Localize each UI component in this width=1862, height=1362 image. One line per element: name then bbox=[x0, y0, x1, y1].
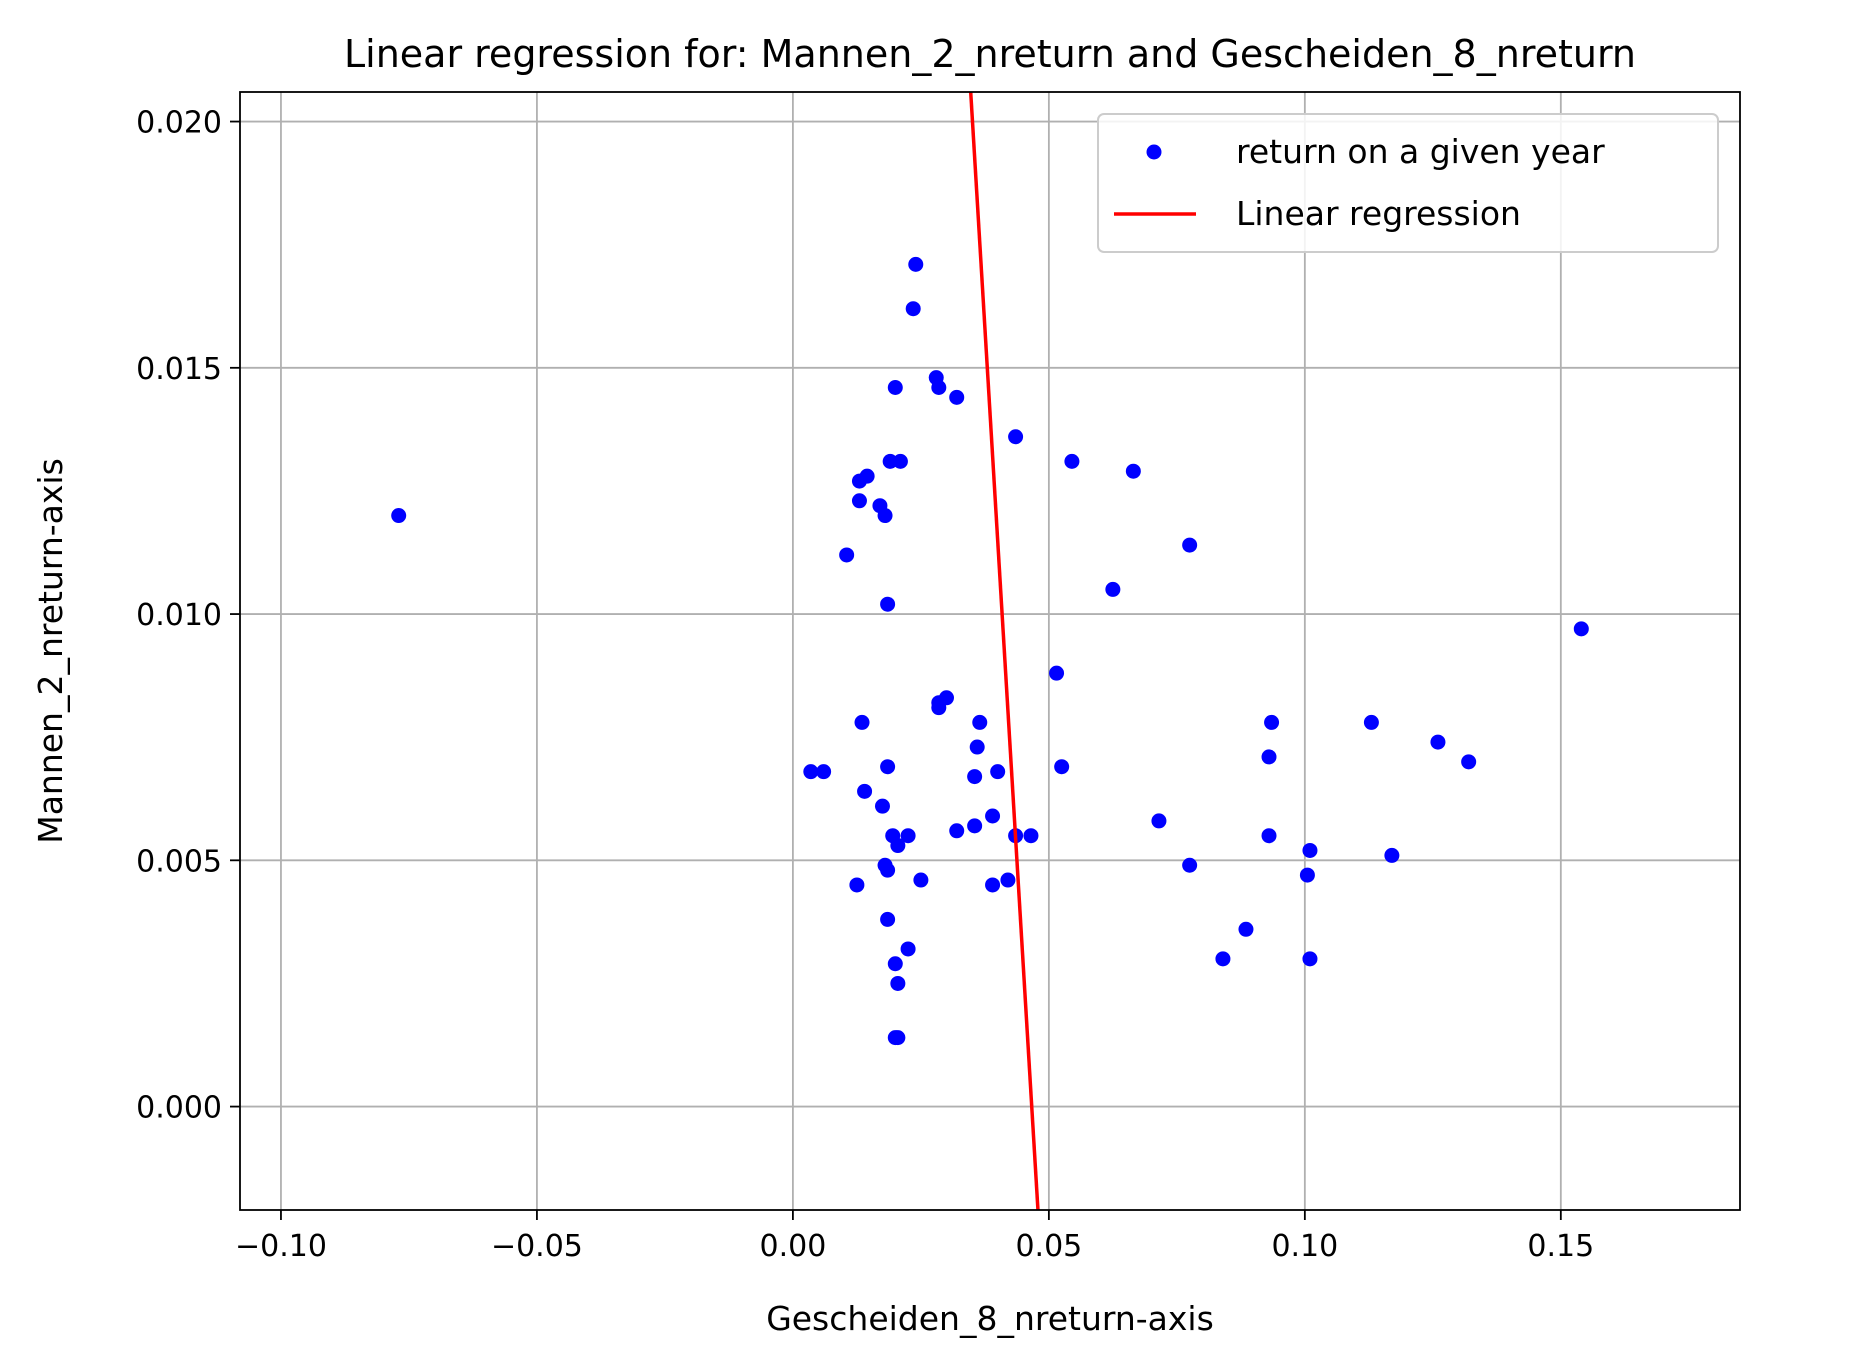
scatter-point bbox=[880, 911, 896, 927]
scatter-point bbox=[887, 956, 903, 972]
scatter-point bbox=[1261, 828, 1277, 844]
scatter-point bbox=[1151, 813, 1167, 829]
scatter-point bbox=[1363, 714, 1379, 730]
scatter-point bbox=[1000, 872, 1016, 888]
scatter-point bbox=[900, 828, 916, 844]
scatter-point bbox=[880, 759, 896, 775]
scatter-point bbox=[1023, 828, 1039, 844]
scatter-point bbox=[1182, 537, 1198, 553]
regression-line bbox=[968, 92, 1040, 1210]
x-tick-label: 0.05 bbox=[1015, 1229, 1082, 1264]
legend-marker-scatter bbox=[1146, 144, 1162, 160]
scatter-point bbox=[1430, 734, 1446, 750]
scatter-point bbox=[905, 301, 921, 317]
scatter-point bbox=[1105, 581, 1121, 597]
scatter-point bbox=[969, 739, 985, 755]
scatter-point bbox=[880, 862, 896, 878]
scatter-point bbox=[391, 508, 407, 524]
grid bbox=[240, 92, 1740, 1210]
scatter-point bbox=[1049, 665, 1065, 681]
x-tick-label: 0.00 bbox=[760, 1229, 827, 1264]
legend-label-scatter: return on a given year bbox=[1236, 132, 1605, 171]
scatter-point bbox=[890, 1030, 906, 1046]
scatter-point bbox=[1008, 429, 1024, 445]
scatter-point bbox=[985, 808, 1001, 824]
scatter-point bbox=[1299, 867, 1315, 883]
x-tick-label: −0.05 bbox=[491, 1229, 583, 1264]
scatter-point bbox=[816, 764, 832, 780]
scatter-point bbox=[967, 769, 983, 785]
scatter-point bbox=[990, 764, 1006, 780]
scatter-point bbox=[857, 783, 873, 799]
scatter-point bbox=[880, 596, 896, 612]
scatter-point bbox=[967, 818, 983, 834]
x-tick-label: −0.10 bbox=[235, 1229, 327, 1264]
x-axis-label: Gescheiden_8_nreturn-axis bbox=[766, 1299, 1214, 1338]
x-tick-label: 0.15 bbox=[1527, 1229, 1594, 1264]
ticks: −0.10 −0.05 0.00 0.05 0.10 0.15 0.000 0.005 0.01… bbox=[136, 106, 1594, 1264]
scatter-point bbox=[908, 256, 924, 272]
x-tick-label: 0.10 bbox=[1271, 1229, 1338, 1264]
scatter-point bbox=[931, 380, 947, 396]
y-tick-label: 0.015 bbox=[136, 352, 222, 387]
scatter-point bbox=[892, 453, 908, 469]
legend: return on a given year Linear regression bbox=[1097, 113, 1719, 253]
y-tick-label: 0.000 bbox=[136, 1091, 222, 1126]
scatter-point bbox=[1054, 759, 1070, 775]
scatter-point bbox=[1215, 951, 1231, 967]
scatter-point bbox=[1461, 754, 1477, 770]
scatter-point bbox=[985, 877, 1001, 893]
scatter-point bbox=[949, 389, 965, 405]
scatter-point bbox=[874, 798, 890, 814]
plot-background bbox=[240, 92, 1740, 1210]
chart-title: Linear regression for: Mannen_2_nreturn … bbox=[344, 32, 1636, 76]
scatter-point bbox=[854, 714, 870, 730]
scatter-point bbox=[1264, 714, 1280, 730]
scatter-point bbox=[949, 823, 965, 839]
scatter-point bbox=[913, 872, 929, 888]
series-layer bbox=[391, 92, 1589, 1210]
scatter-point bbox=[890, 838, 906, 854]
scatter-point bbox=[887, 380, 903, 396]
scatter-point bbox=[849, 877, 865, 893]
y-tick-label: 0.020 bbox=[136, 106, 222, 141]
y-tick-label: 0.005 bbox=[136, 844, 222, 879]
scatter-point bbox=[1573, 621, 1589, 637]
scatter-point bbox=[1238, 921, 1254, 937]
scatter-point bbox=[803, 764, 819, 780]
scatter-point bbox=[1064, 453, 1080, 469]
scatter-point bbox=[1182, 857, 1198, 873]
scatter-point bbox=[839, 547, 855, 563]
scatter-point bbox=[1125, 463, 1141, 479]
plot-frame bbox=[239, 91, 1741, 1211]
legend-label-line: Linear regression bbox=[1236, 194, 1521, 233]
legend-box bbox=[1097, 113, 1719, 253]
scatter-point bbox=[1302, 951, 1318, 967]
scatter-point bbox=[931, 700, 947, 716]
scatter-point bbox=[972, 714, 988, 730]
scatter-point bbox=[890, 975, 906, 991]
scatter-point bbox=[900, 941, 916, 957]
scatter-point bbox=[859, 468, 875, 484]
scatter-point bbox=[1302, 842, 1318, 858]
y-axis-label: Mannen_2_nreturn-axis bbox=[31, 458, 70, 844]
scatter-point bbox=[1261, 749, 1277, 765]
scatter-point bbox=[851, 493, 867, 509]
y-tick-label: 0.010 bbox=[136, 598, 222, 633]
scatter-point bbox=[877, 508, 893, 524]
scatter-point bbox=[1384, 847, 1400, 863]
